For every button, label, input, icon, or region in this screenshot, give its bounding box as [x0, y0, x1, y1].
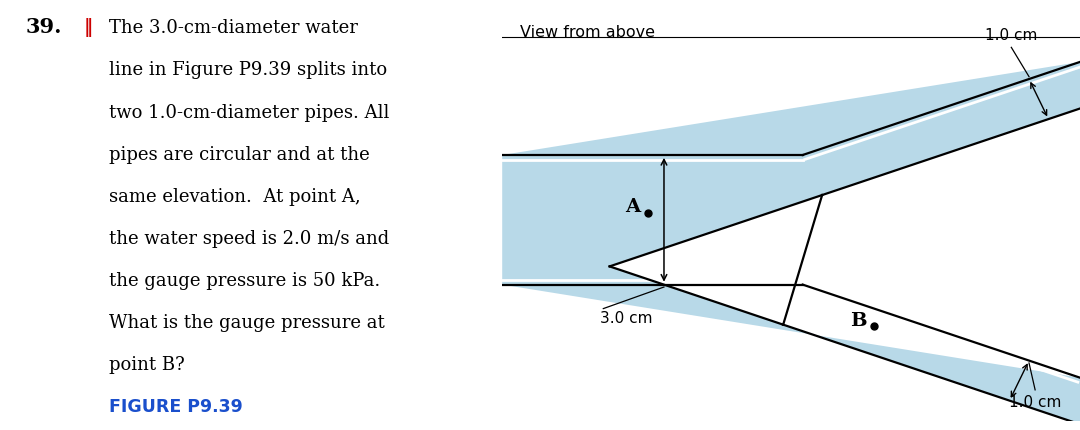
Text: pipes are circular and at the: pipes are circular and at the	[109, 146, 369, 164]
Text: B: B	[850, 312, 867, 330]
Text: point B?: point B?	[109, 356, 185, 375]
Text: same elevation.  At point A,: same elevation. At point A,	[109, 188, 361, 206]
Text: line in Figure P9.39 splits into: line in Figure P9.39 splits into	[109, 61, 387, 80]
Text: two 1.0-cm-diameter pipes. All: two 1.0-cm-diameter pipes. All	[109, 104, 389, 122]
Text: The 3.0-cm-diameter water: The 3.0-cm-diameter water	[109, 19, 357, 37]
Text: the water speed is 2.0 m/s and: the water speed is 2.0 m/s and	[109, 230, 389, 248]
Text: View from above: View from above	[519, 25, 654, 40]
Text: What is the gauge pressure at: What is the gauge pressure at	[109, 314, 384, 332]
Text: A: A	[624, 198, 639, 216]
Text: 3.0 cm: 3.0 cm	[600, 311, 653, 326]
Text: 39.: 39.	[26, 17, 63, 37]
Text: 1.0 cm: 1.0 cm	[985, 28, 1038, 43]
Polygon shape	[609, 195, 822, 325]
Text: 1.0 cm: 1.0 cm	[1009, 395, 1062, 410]
Text: ‖: ‖	[83, 18, 93, 37]
Text: FIGURE P9.39: FIGURE P9.39	[109, 398, 243, 416]
Text: the gauge pressure is 50 kPa.: the gauge pressure is 50 kPa.	[109, 272, 380, 290]
Polygon shape	[502, 62, 1080, 424]
